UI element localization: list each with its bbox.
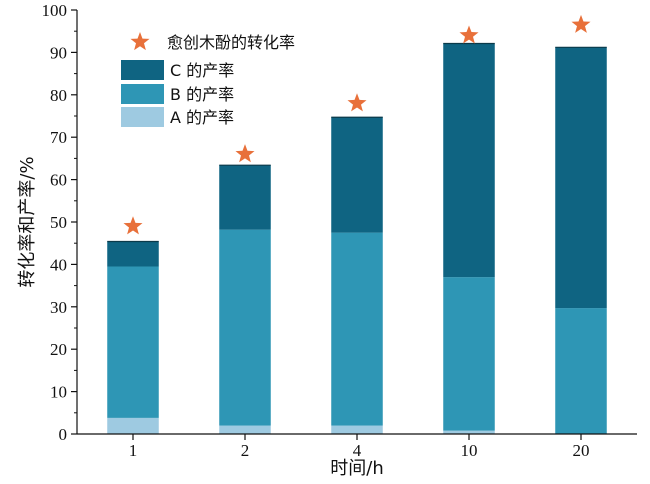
bar-b-10 [443, 277, 495, 431]
legend: 愈创木酚的转化率 C 的产率 B 的产率 A 的产率 [121, 32, 295, 127]
conversion-marker-20 [571, 14, 591, 33]
x-tick-label: 2 [241, 441, 250, 460]
legend-label-b: B 的产率 [170, 85, 234, 104]
bar-a-4 [331, 425, 383, 434]
bar-b-1 [107, 266, 159, 418]
bar-a-1 [107, 417, 159, 434]
conversion-marker-1 [123, 216, 143, 235]
bar-a-2 [219, 425, 271, 434]
x-ticks: 1 2 4 10 20 [129, 434, 590, 460]
x-axis-label: 时间/h [330, 458, 383, 479]
y-tick-label: 70 [50, 128, 67, 147]
bar-c-4 [331, 117, 383, 233]
bar-b-2 [219, 229, 271, 426]
conversion-marker-2 [235, 144, 255, 163]
y-tick-label: 90 [50, 43, 67, 62]
conversion-markers-layer [123, 14, 591, 235]
y-tick-label: 60 [50, 171, 67, 190]
bar-a-10 [443, 430, 495, 434]
y-tick-label: 30 [50, 298, 67, 317]
conversion-marker-10 [459, 25, 479, 44]
legend-label-a: A 的产率 [170, 108, 234, 127]
y-tick-label: 0 [59, 425, 68, 444]
y-tick-label: 20 [50, 340, 67, 359]
bar-b-4 [331, 232, 383, 426]
y-ticks: 0 10 20 30 40 50 60 70 80 90 100 [42, 1, 77, 444]
legend-label-conversion: 愈创木酚的转化率 [167, 33, 295, 52]
bar-c-1 [107, 241, 159, 267]
conversion-marker-4 [347, 93, 367, 112]
y-tick-label: 50 [50, 213, 67, 232]
x-tick-label: 20 [573, 441, 590, 460]
bar-c-2 [219, 165, 271, 230]
bar-c-20 [555, 47, 607, 309]
x-tick-label: 1 [129, 441, 138, 460]
legend-star-icon [130, 32, 150, 51]
x-tick-label: 4 [353, 441, 362, 460]
bar-c-10 [443, 43, 495, 278]
legend-swatch-b [121, 84, 164, 104]
legend-label-c: C 的产率 [170, 61, 234, 80]
y-tick-label: 40 [50, 255, 67, 274]
y-tick-label: 100 [42, 1, 68, 20]
legend-swatch-a [121, 107, 164, 127]
x-tick-label: 10 [461, 441, 478, 460]
y-tick-label: 10 [50, 383, 67, 402]
legend-swatch-c [121, 60, 164, 80]
bars-layer [107, 42, 607, 434]
y-axis-label: 转化率和产率/% [17, 156, 38, 287]
y-tick-label: 80 [50, 86, 67, 105]
bar-b-20 [555, 308, 607, 434]
